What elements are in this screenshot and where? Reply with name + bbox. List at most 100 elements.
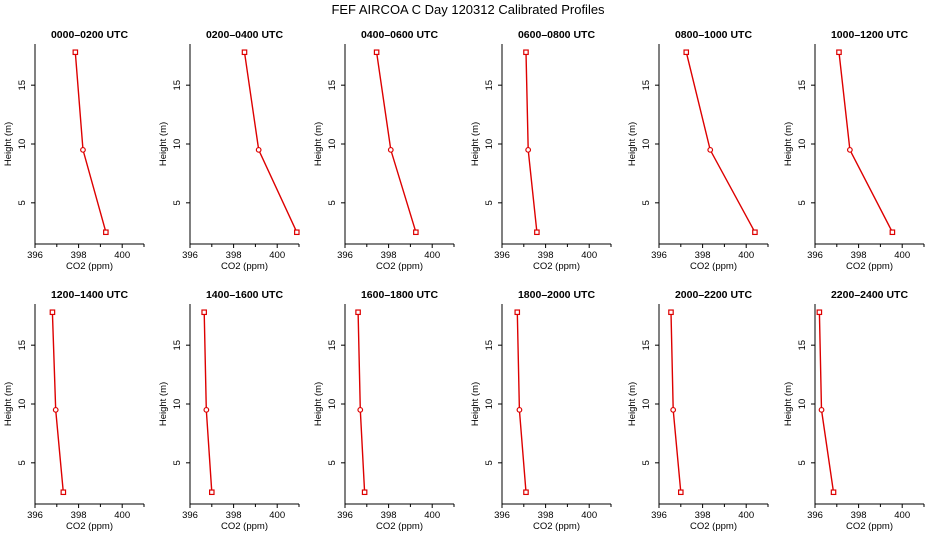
x-tick-label: 400 [424,250,440,261]
x-tick-label: 396 [807,250,823,261]
data-point [523,489,529,496]
panels-grid: 0000–0200 UTC 396 398 400 5 10 15 CO2 (ppm) Heig… [3,29,925,532]
y-axis-label: Height (m) [627,382,638,426]
data-point [683,49,690,56]
profile-line [838,52,894,233]
panel-title: 0600–0800 UTC [518,29,595,41]
x-tick-label: 400 [114,510,130,521]
x-tick-label: 400 [581,510,597,521]
x-axis-label: CO2 (ppm) [221,261,268,272]
data-point [830,489,837,496]
x-tick-label: 398 [71,250,87,261]
panel-5: 1000–1200 UTC 396 398 400 5 10 15 CO2 (ppm) Heig… [783,29,925,272]
x-tick-label: 398 [71,510,87,521]
x-axis-label: CO2 (ppm) [533,521,580,532]
panel-title: 1400–1600 UTC [206,289,283,301]
panel-2: 0400–0600 UTC 396 398 400 5 10 15 CO2 (ppm) Heig… [313,29,455,272]
x-tick-label: 396 [182,250,198,261]
y-tick-label: 10 [327,139,338,150]
data-point [413,229,419,236]
data-point [387,146,394,153]
panel-title: 1800–2000 UTC [518,289,595,301]
profile-line [51,312,64,493]
x-tick-label: 396 [182,510,198,521]
profile-line [203,312,213,493]
panel-7: 1400–1600 UTC 396 398 400 5 10 15 CO2 (ppm) Heig… [158,289,300,532]
y-tick-label: 15 [641,80,652,91]
y-axis-label: Height (m) [313,122,324,166]
y-axis-label: Height (m) [627,122,638,166]
panel-9: 1800–2000 UTC 396 398 400 5 10 15 CO2 (ppm) Heig… [470,289,612,532]
y-tick-label: 10 [641,399,652,410]
y-tick-label: 15 [484,340,495,351]
x-tick-label: 400 [269,250,285,261]
panel-title: 0800–1000 UTC [675,29,752,41]
y-tick-label: 15 [797,80,808,91]
y-tick-label: 5 [172,200,183,205]
profile-line [525,52,538,233]
x-tick-label: 396 [494,510,510,521]
y-tick-label: 5 [641,460,652,465]
y-axis-label: Height (m) [158,382,169,426]
x-tick-label: 396 [337,510,353,521]
y-axis-label: Height (m) [783,382,794,426]
y-tick-label: 10 [17,399,28,410]
x-tick-label: 400 [738,510,754,521]
x-axis-label: CO2 (ppm) [66,521,113,532]
data-point [241,49,248,56]
data-point [355,309,361,316]
profile-line [670,312,682,493]
y-tick-label: 15 [327,340,338,351]
data-point [818,406,825,413]
x-tick-label: 396 [337,250,353,261]
data-point [103,229,109,236]
y-tick-label: 5 [17,460,28,465]
data-point [209,489,215,496]
y-tick-label: 10 [17,139,28,150]
data-point [203,406,210,413]
data-point [677,489,684,496]
x-tick-label: 400 [894,510,910,521]
x-tick-label: 398 [695,250,711,261]
data-point [357,406,364,413]
data-point [889,229,896,236]
data-point [514,309,521,316]
y-tick-label: 5 [797,460,808,465]
y-axis-label: Height (m) [470,382,481,426]
x-tick-label: 396 [807,510,823,521]
x-tick-label: 396 [494,250,510,261]
y-tick-label: 15 [484,80,495,91]
x-tick-label: 398 [226,510,242,521]
data-point [668,309,674,316]
y-tick-label: 10 [172,399,183,410]
data-point [534,229,540,236]
x-axis-label: CO2 (ppm) [376,261,423,272]
x-axis-label: CO2 (ppm) [533,261,580,272]
y-tick-label: 15 [172,340,183,351]
y-axis-label: Height (m) [3,122,14,166]
panel-title: 0200–0400 UTC [206,29,283,41]
y-axis-label: Height (m) [313,382,324,426]
panel-11: 2200–2400 UTC 396 398 400 5 10 15 CO2 (ppm) Heig… [783,289,925,532]
x-axis-label: CO2 (ppm) [846,521,893,532]
x-tick-label: 398 [851,250,867,261]
x-tick-label: 396 [651,250,667,261]
x-axis-label: CO2 (ppm) [221,521,268,532]
y-tick-label: 15 [172,80,183,91]
y-tick-label: 15 [17,340,28,351]
panel-3: 0600–0800 UTC 396 398 400 5 10 15 CO2 (ppm) Heig… [470,29,612,272]
data-point [373,49,380,56]
x-tick-label: 398 [695,510,711,521]
panel-title: 0000–0200 UTC [51,29,128,41]
data-point [72,49,79,56]
y-tick-label: 5 [327,200,338,205]
data-point [49,309,56,316]
data-point [52,406,59,413]
x-tick-label: 400 [114,250,130,261]
y-tick-label: 5 [641,200,652,205]
data-point [752,229,758,236]
y-tick-label: 10 [484,399,495,410]
x-tick-label: 396 [27,250,43,261]
x-tick-label: 396 [27,510,43,521]
